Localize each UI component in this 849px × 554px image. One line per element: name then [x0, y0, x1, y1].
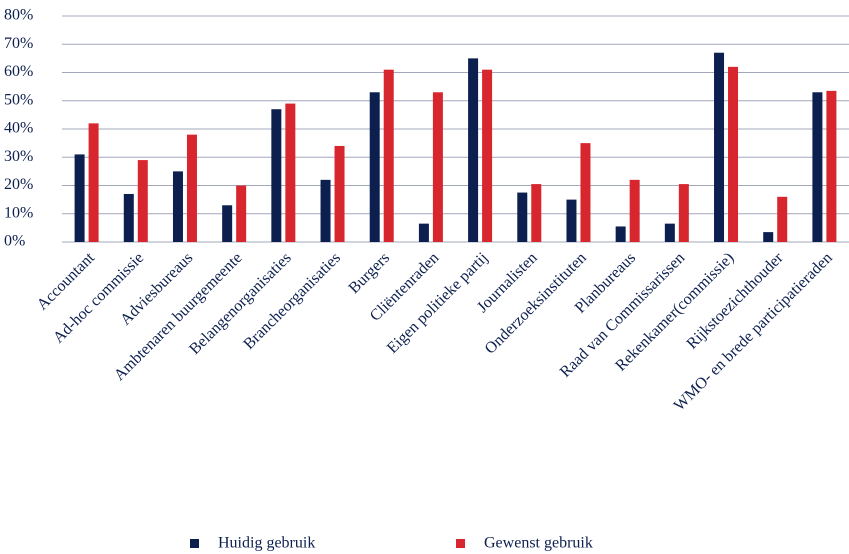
bar: [714, 52, 725, 242]
bar: [728, 66, 739, 242]
y-tick-label: 80%: [4, 7, 33, 24]
y-tick-label: 70%: [4, 35, 33, 52]
bar: [285, 103, 296, 242]
bar: [482, 69, 493, 242]
bar: [222, 205, 233, 242]
bar: [74, 154, 85, 242]
bar: [517, 192, 528, 242]
legend-swatch: [190, 539, 199, 548]
y-tick-label: 10%: [4, 204, 33, 221]
bar: [334, 145, 345, 242]
bar: [271, 109, 282, 242]
bar: [320, 179, 331, 242]
bar: [172, 171, 183, 242]
y-tick-label: 40%: [4, 120, 33, 137]
bar: [531, 184, 542, 242]
bar: [369, 92, 380, 243]
x-tick-label: Burgers: [346, 249, 394, 297]
bar: [615, 226, 626, 242]
bar: [137, 160, 148, 242]
bar: [678, 184, 689, 242]
bar: [468, 58, 479, 242]
y-tick-label: 0%: [4, 233, 25, 250]
bar: [123, 193, 134, 242]
legend-label: Huidig gebruik: [218, 535, 315, 552]
y-tick-label: 30%: [4, 148, 33, 165]
bar: [236, 185, 247, 242]
bar: [777, 196, 788, 242]
y-tick-label: 50%: [4, 91, 33, 108]
x-tick-label: Brancheorganisaties: [240, 249, 344, 353]
bar: [826, 90, 837, 242]
bar: [664, 223, 675, 242]
bar: [763, 232, 774, 242]
bar: [88, 123, 99, 242]
bar: [580, 143, 591, 242]
y-tick-label: 60%: [4, 63, 33, 80]
bar: [629, 179, 640, 242]
legend-label: Gewenst gebruik: [484, 535, 593, 552]
bar: [186, 134, 197, 242]
bar: [383, 69, 394, 242]
bar: [432, 92, 443, 243]
bar: [566, 199, 577, 242]
legend-swatch: [456, 539, 465, 548]
bar: [812, 92, 823, 243]
x-tick-label: Ad-hoc commissie: [50, 249, 147, 346]
y-tick-label: 20%: [4, 176, 33, 193]
bar: [418, 223, 429, 242]
